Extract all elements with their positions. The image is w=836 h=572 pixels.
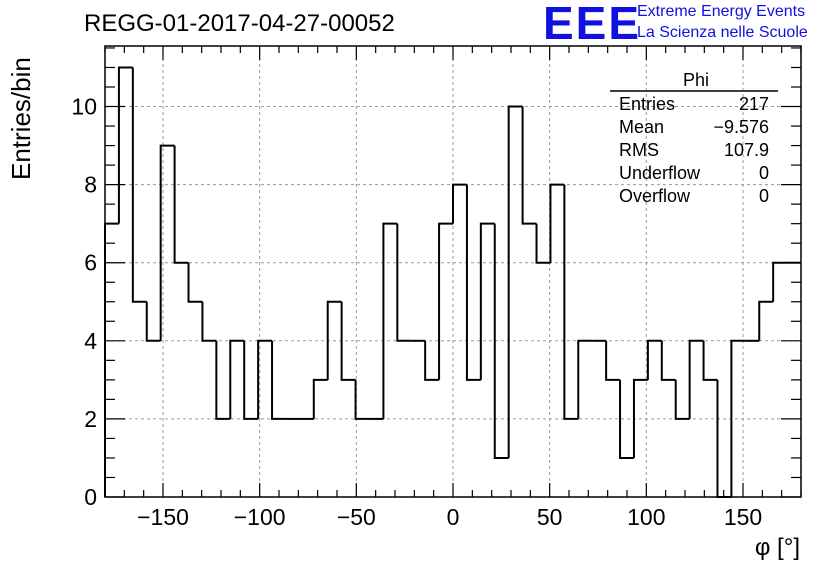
histogram-bin bbox=[438, 222, 453, 380]
stats-title: Phi bbox=[683, 70, 709, 90]
histogram-bin bbox=[605, 340, 621, 381]
stats-label: Entries bbox=[619, 94, 675, 114]
y-tick-label: 2 bbox=[84, 406, 97, 432]
grid-lines bbox=[105, 46, 801, 497]
histogram-bin bbox=[340, 301, 356, 381]
logo-line-1: Extreme Energy Events bbox=[637, 3, 806, 20]
histogram-bin bbox=[187, 262, 203, 303]
axis-ticks bbox=[104, 46, 802, 498]
stats-label: Underflow bbox=[619, 163, 701, 183]
histogram-bin bbox=[577, 339, 593, 419]
stats-value: 107.9 bbox=[724, 140, 769, 160]
histogram-bin bbox=[243, 340, 259, 420]
stats-value: −9.576 bbox=[713, 117, 769, 137]
y-tick-label: 8 bbox=[84, 172, 97, 198]
histogram-bin bbox=[215, 340, 231, 420]
histogram-bin bbox=[772, 261, 788, 302]
histogram-bin bbox=[271, 340, 286, 420]
histogram-bin bbox=[452, 183, 467, 224]
histogram-bin bbox=[674, 379, 690, 420]
histogram-bin bbox=[131, 67, 147, 303]
stats-value: 0 bbox=[759, 186, 769, 206]
histogram-bin bbox=[229, 339, 245, 419]
y-tick-label: 6 bbox=[84, 250, 97, 276]
x-axis-title: φ [°] bbox=[754, 534, 800, 561]
logo-line-2: La Scienza nelle Scuole bbox=[637, 24, 808, 41]
y-tick-label: 4 bbox=[84, 328, 97, 354]
histogram-bin bbox=[619, 379, 634, 459]
histogram-bin bbox=[521, 106, 537, 225]
stats-label: Mean bbox=[619, 117, 664, 137]
histogram-bin bbox=[549, 183, 565, 263]
eee-logo: EEE bbox=[543, 0, 642, 49]
histogram-bin bbox=[117, 66, 133, 224]
stats-value: 0 bbox=[759, 163, 769, 183]
x-tick-label: −100 bbox=[234, 504, 286, 530]
histogram-bin bbox=[382, 222, 398, 419]
x-tick-label: −150 bbox=[137, 504, 189, 530]
y-axis-title: Entries/bin bbox=[6, 57, 36, 180]
stats-box: Phi Entries 217 Mean −9.576 RMS 107.9 Underflow… bbox=[610, 70, 778, 206]
histogram-bin bbox=[660, 340, 676, 381]
histogram-bin bbox=[159, 144, 175, 341]
histogram-bin bbox=[632, 378, 648, 458]
histogram-bin bbox=[716, 379, 732, 498]
histogram-bin bbox=[465, 184, 481, 381]
x-tick-label: 0 bbox=[447, 504, 460, 530]
axis-tick-labels: −150 −100 −50 0 50 100 150 0 2 4 6 8 10 bbox=[71, 94, 762, 530]
histogram-bin bbox=[730, 339, 746, 497]
stats-value: 217 bbox=[739, 94, 769, 114]
histogram-bin bbox=[646, 339, 662, 380]
histogram-bin bbox=[145, 301, 161, 342]
plot-title: REGG-01-2017-04-27-00052 bbox=[84, 10, 395, 37]
histogram-bin bbox=[326, 300, 342, 380]
histogram-bin bbox=[563, 184, 579, 420]
stats-label: RMS bbox=[619, 140, 659, 160]
histogram-bin bbox=[257, 339, 273, 419]
stats-label: Overflow bbox=[619, 186, 691, 206]
histogram-bin bbox=[479, 222, 495, 380]
histogram-bin bbox=[688, 339, 704, 419]
x-tick-label: 100 bbox=[627, 504, 665, 530]
histogram-bin bbox=[507, 105, 523, 458]
histogram-bin bbox=[758, 300, 774, 341]
histogram-bars bbox=[104, 66, 801, 498]
histogram-bin bbox=[201, 301, 217, 342]
histogram-bin bbox=[396, 223, 412, 342]
x-tick-label: −50 bbox=[337, 504, 376, 530]
histogram-bin bbox=[535, 223, 551, 264]
histogram-bin bbox=[173, 145, 189, 264]
histogram-bin bbox=[493, 223, 509, 459]
x-tick-label: 150 bbox=[724, 504, 762, 530]
histogram-bin bbox=[312, 378, 328, 419]
y-tick-label: 0 bbox=[84, 484, 97, 510]
x-tick-label: 50 bbox=[537, 504, 563, 530]
histogram-bin bbox=[702, 340, 718, 381]
histogram-bin bbox=[354, 379, 370, 420]
y-tick-label: 10 bbox=[71, 94, 97, 120]
histogram-bin bbox=[424, 340, 440, 381]
